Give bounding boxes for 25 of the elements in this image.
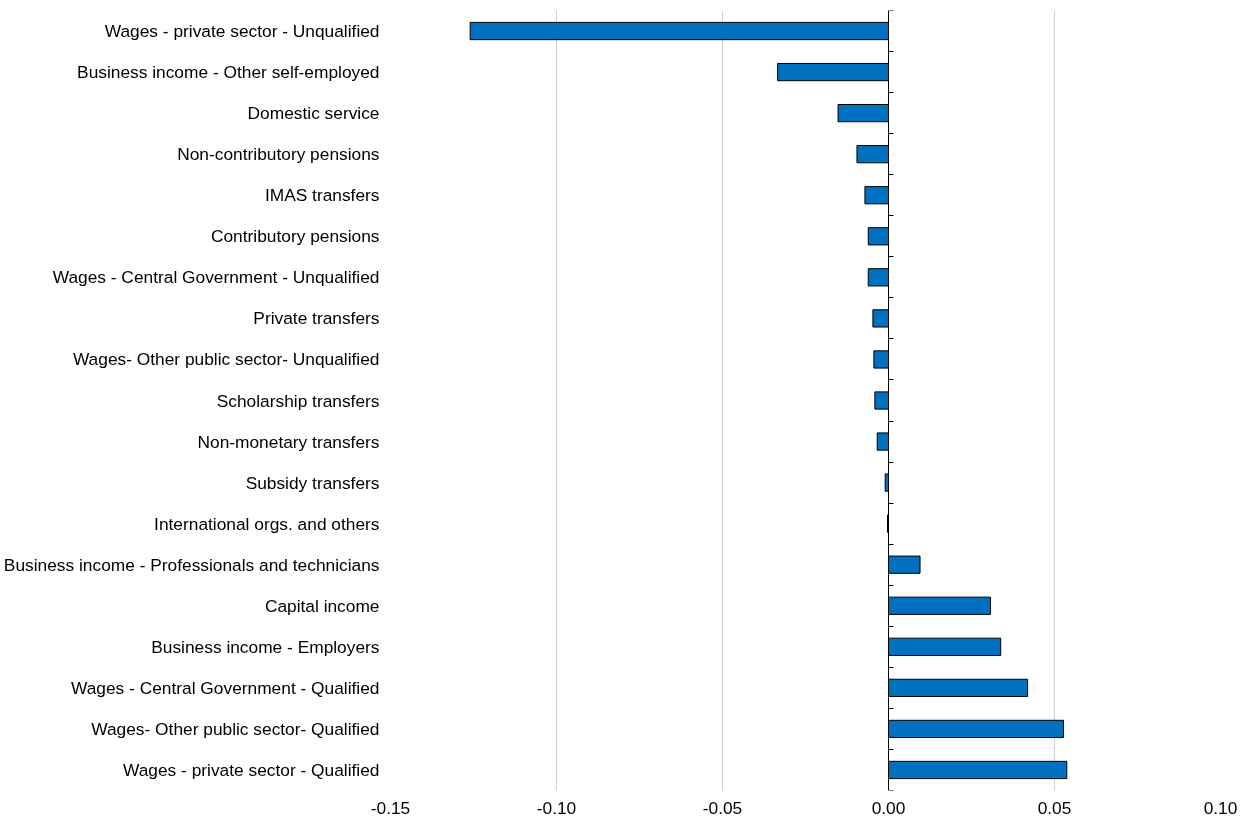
- y-tick-label: Wages- Other public sector- Qualified: [91, 718, 380, 739]
- y-tick-label: Contributory pensions: [210, 226, 380, 247]
- y-tick-label: Business income - Employers: [151, 636, 380, 657]
- y-tick-label: Wages - Central Government - Qualified: [71, 677, 380, 698]
- x-tick-label: -0.05: [702, 797, 743, 818]
- y-tick-label: Wages - private sector - Qualified: [123, 759, 380, 780]
- y-tick-label: Subsidy transfers: [245, 472, 380, 493]
- y-tick-label: Wages- Other public sector- Unqualified: [72, 349, 380, 370]
- y-tick-label: IMAS transfers: [264, 185, 380, 206]
- y-tick-label: Wages - Central Government - Unqualified: [52, 267, 380, 288]
- x-tick-label: 0.10: [1203, 797, 1238, 818]
- y-tick-label: Wages - private sector - Unqualified: [104, 21, 380, 42]
- y-tick-label: Capital income: [264, 595, 380, 616]
- y-tick-label: International orgs. and others: [154, 513, 380, 534]
- x-tick-label: -0.10: [536, 797, 577, 818]
- x-tick-label: 0.00: [871, 797, 906, 818]
- y-tick-label: Business income - Professionals and technicians: [3, 554, 380, 575]
- x-tick-label: -0.15: [370, 797, 411, 818]
- y-tick-label: Scholarship transfers: [216, 390, 380, 411]
- y-tick-label: Business income - Other self-employed: [77, 62, 380, 83]
- x-tick-label: 0.05: [1037, 797, 1072, 818]
- y-tick-label: Non-contributory pensions: [177, 144, 380, 165]
- y-tick-label: Private transfers: [253, 308, 380, 329]
- y-tick-label: Domestic service: [247, 103, 380, 124]
- y-tick-label: Non-monetary transfers: [197, 431, 380, 452]
